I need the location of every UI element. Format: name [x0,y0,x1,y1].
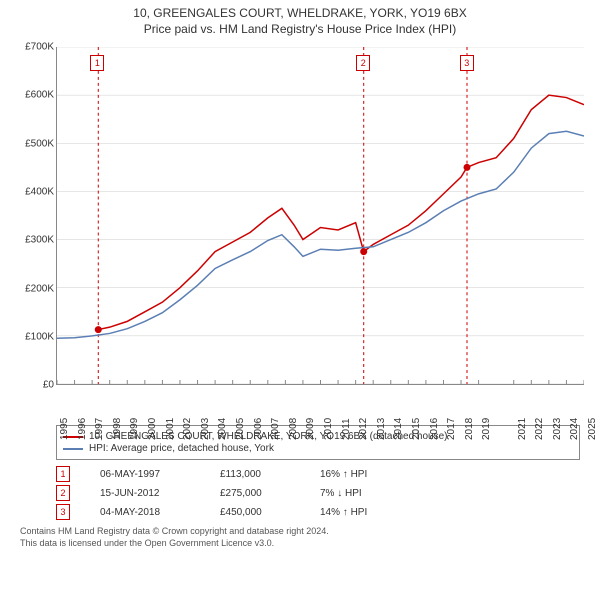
x-tick-label: 2001 [165,410,176,440]
y-tick-label: £600K [12,90,54,101]
y-tick-label: £100K [12,331,54,342]
x-tick-label: 2023 [552,410,563,440]
x-tick-label: 2019 [481,410,492,440]
event-number: 3 [56,504,70,520]
x-tick-label: 2012 [358,410,369,440]
x-tick-label: 2007 [270,410,281,440]
x-tick-label: 2018 [464,410,475,440]
event-price: £113,000 [220,469,290,480]
x-tick-label: 2009 [305,410,316,440]
event-row: 1 06-MAY-1997 £113,000 16% ↑ HPI [56,466,580,482]
x-tick-label: 1997 [94,410,105,440]
event-marker: 1 [90,55,104,71]
y-tick-label: £400K [12,187,54,198]
event-delta: 7% ↓ HPI [320,488,410,499]
x-tick-label: 2005 [235,410,246,440]
x-tick-label: 2015 [411,410,422,440]
x-tick-label: 2025 [587,410,598,440]
event-date: 06-MAY-1997 [100,469,190,480]
x-tick-label: 2006 [253,410,264,440]
event-row: 3 04-MAY-2018 £450,000 14% ↑ HPI [56,504,580,520]
plot-region [56,47,584,385]
event-marker: 3 [460,55,474,71]
y-tick-label: £0 [12,380,54,391]
event-row: 2 15-JUN-2012 £275,000 7% ↓ HPI [56,485,580,501]
y-tick-label: £200K [12,283,54,294]
x-tick-label: 2008 [288,410,299,440]
footer-line1: Contains HM Land Registry data © Crown c… [20,526,580,538]
event-number: 1 [56,466,70,482]
events-table: 1 06-MAY-1997 £113,000 16% ↑ HPI 2 15-JUN-201… [56,466,580,520]
footer-attribution: Contains HM Land Registry data © Crown c… [20,526,580,549]
event-delta: 16% ↑ HPI [320,469,410,480]
container: 10, GREENGALES COURT, WHELDRAKE, YORK, Y… [0,0,600,590]
chart-area: £0£100K£200K£300K£400K£500K£600K£700K 19… [10,41,590,421]
x-tick-label: 2002 [182,410,193,440]
x-tick-label: 2011 [341,410,352,440]
legend-swatch [63,448,83,450]
x-tick-label: 2016 [429,410,440,440]
y-tick-label: £500K [12,138,54,149]
event-delta: 14% ↑ HPI [320,507,410,518]
event-date: 04-MAY-2018 [100,507,190,518]
title-subtitle: Price paid vs. HM Land Registry's House … [10,22,590,38]
plot-svg [57,47,584,384]
x-tick-label: 2013 [376,410,387,440]
x-tick-label: 2022 [534,410,545,440]
event-price: £450,000 [220,507,290,518]
x-tick-label: 1995 [59,410,70,440]
y-tick-label: £700K [12,42,54,53]
event-marker: 2 [356,55,370,71]
x-tick-label: 1996 [77,410,88,440]
x-tick-label: 2004 [217,410,228,440]
legend-label: HPI: Average price, detached house, York [89,443,274,454]
chart-title: 10, GREENGALES COURT, WHELDRAKE, YORK, Y… [10,6,590,37]
x-tick-label: 2000 [147,410,158,440]
x-tick-label: 2021 [517,410,528,440]
footer-line2: This data is licensed under the Open Gov… [20,538,580,550]
title-address: 10, GREENGALES COURT, WHELDRAKE, YORK, Y… [10,6,590,22]
legend-item: HPI: Average price, detached house, York [63,443,573,454]
event-price: £275,000 [220,488,290,499]
x-tick-label: 2010 [323,410,334,440]
x-tick-label: 1998 [112,410,123,440]
x-tick-label: 2014 [393,410,404,440]
y-tick-label: £300K [12,235,54,246]
x-tick-label: 2003 [200,410,211,440]
x-tick-label: 2017 [446,410,457,440]
event-date: 15-JUN-2012 [100,488,190,499]
x-tick-label: 2024 [569,410,580,440]
event-number: 2 [56,485,70,501]
x-tick-label: 1999 [129,410,140,440]
